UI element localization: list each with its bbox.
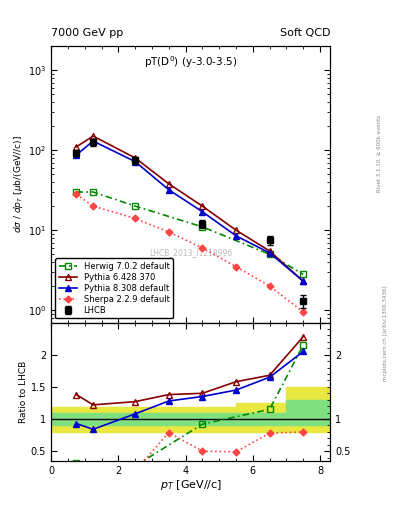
Pythia 8.308 default (133, 159, 138, 165)
Sherpa 2.2.9 default (233, 264, 238, 270)
Herwig 7.0.2 default (91, 189, 95, 195)
Y-axis label: $d\sigma$ / $dp_T$ [$\mu$b/(GeV//c)]: $d\sigma$ / $dp_T$ [$\mu$b/(GeV//c)] (12, 135, 25, 233)
Pythia 6.428 370 (133, 155, 138, 161)
Pythia 6.428 370 (200, 203, 205, 209)
Text: Soft QCD: Soft QCD (280, 28, 330, 38)
Text: LHCB_2013_I1218996: LHCB_2013_I1218996 (149, 248, 232, 257)
Sherpa 2.2.9 default (200, 245, 205, 251)
Herwig 7.0.2 default (74, 189, 79, 195)
Sherpa 2.2.9 default (133, 216, 138, 222)
Pythia 6.428 370 (267, 248, 272, 254)
Sherpa 2.2.9 default (267, 283, 272, 289)
Pythia 8.308 default (74, 152, 79, 158)
Text: 7000 GeV pp: 7000 GeV pp (51, 28, 123, 38)
Herwig 7.0.2 default (133, 203, 138, 209)
Sherpa 2.2.9 default (301, 309, 306, 315)
Herwig 7.0.2 default (301, 271, 306, 278)
Text: pT(D$^0$) (y-3.0-3.5): pT(D$^0$) (y-3.0-3.5) (144, 54, 237, 70)
Sherpa 2.2.9 default (166, 229, 171, 235)
Pythia 6.428 370 (91, 133, 95, 139)
Pythia 8.308 default (267, 250, 272, 256)
Line: Herwig 7.0.2 default: Herwig 7.0.2 default (73, 189, 307, 278)
Herwig 7.0.2 default (200, 224, 205, 230)
Pythia 8.308 default (200, 209, 205, 215)
Pythia 8.308 default (91, 138, 95, 144)
Line: Sherpa 2.2.9 default: Sherpa 2.2.9 default (74, 192, 306, 314)
Pythia 6.428 370 (74, 144, 79, 150)
Y-axis label: Ratio to LHCB: Ratio to LHCB (19, 360, 28, 423)
Sherpa 2.2.9 default (74, 191, 79, 198)
Pythia 6.428 370 (166, 181, 171, 187)
Sherpa 2.2.9 default (91, 203, 95, 209)
Pythia 8.308 default (166, 187, 171, 193)
Herwig 7.0.2 default (267, 251, 272, 258)
Pythia 8.308 default (233, 233, 238, 239)
X-axis label: $p_T$ [GeV//c]: $p_T$ [GeV//c] (160, 478, 222, 493)
Line: Pythia 6.428 370: Pythia 6.428 370 (73, 133, 307, 285)
Pythia 6.428 370 (233, 227, 238, 233)
Text: Rivet 3.1.10, ≥ 600k events: Rivet 3.1.10, ≥ 600k events (377, 115, 382, 192)
Pythia 8.308 default (301, 278, 306, 284)
Line: Pythia 8.308 default: Pythia 8.308 default (73, 138, 307, 285)
Text: mcplots.cern.ch [arXiv:1306.3436]: mcplots.cern.ch [arXiv:1306.3436] (383, 285, 387, 380)
Legend: Herwig 7.0.2 default, Pythia 6.428 370, Pythia 8.308 default, Sherpa 2.2.9 defau: Herwig 7.0.2 default, Pythia 6.428 370, … (55, 259, 173, 318)
Pythia 6.428 370 (301, 278, 306, 284)
